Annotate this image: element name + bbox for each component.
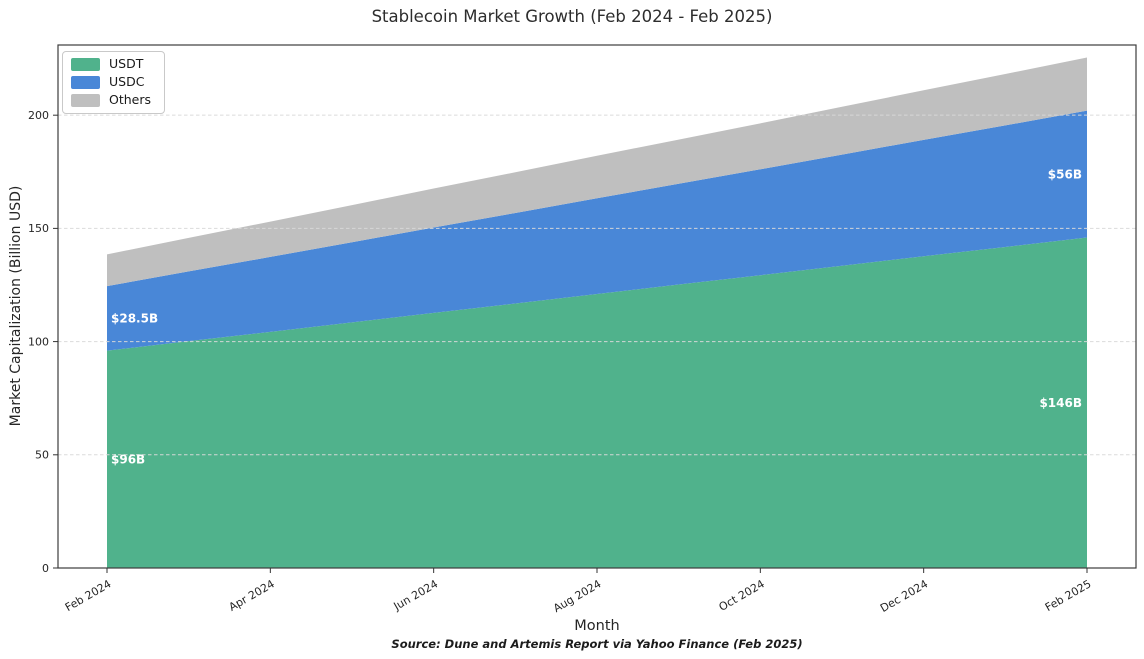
area-usdt — [107, 237, 1087, 568]
chart-title: Stablecoin Market Growth (Feb 2024 - Feb… — [371, 7, 773, 26]
legend-item-usdt: USDT — [71, 58, 151, 71]
y-tick-label-50: 50 — [35, 449, 49, 462]
legend-swatch-usdt — [71, 58, 100, 71]
area-usdc — [107, 110, 1087, 351]
legend-label-usdc: USDC — [109, 74, 145, 90]
x-tick-label-2: Jun 2024 — [391, 577, 441, 613]
annotation-56b: $56B — [1048, 167, 1082, 181]
legend-swatch-usdc — [71, 76, 100, 89]
x-tick-label-3: Aug 2024 — [551, 577, 603, 615]
legend-item-others: Others — [71, 94, 151, 107]
y-tick-label-0: 0 — [42, 562, 49, 575]
y-tick-label-150: 150 — [28, 222, 49, 235]
x-tick-label-1: Apr 2024 — [227, 577, 277, 614]
source-note: Source: Dune and Artemis Report via Yaho… — [391, 637, 803, 651]
y-tick-label-100: 100 — [28, 335, 49, 348]
legend-label-others: Others — [109, 92, 152, 108]
legend-label-usdt: USDT — [109, 56, 144, 72]
annotation-28.5b: $28.5B — [111, 312, 158, 326]
area-others — [107, 57, 1087, 287]
x-tick-label-4: Oct 2024 — [717, 577, 767, 614]
x-tick-label-0: Feb 2024 — [63, 577, 114, 614]
legend-swatch-others — [71, 94, 100, 107]
annotation-96b: $96B — [111, 453, 145, 467]
legend: USDT USDC Others — [62, 51, 166, 114]
x-tick-label-5: Dec 2024 — [878, 577, 930, 615]
annotation-146b: $146B — [1039, 396, 1082, 410]
x-tick-label-6: Feb 2025 — [1043, 577, 1094, 614]
legend-item-usdc: USDC — [71, 76, 151, 89]
x-axis-label: Month — [574, 618, 620, 634]
y-tick-label-200: 200 — [28, 109, 49, 122]
